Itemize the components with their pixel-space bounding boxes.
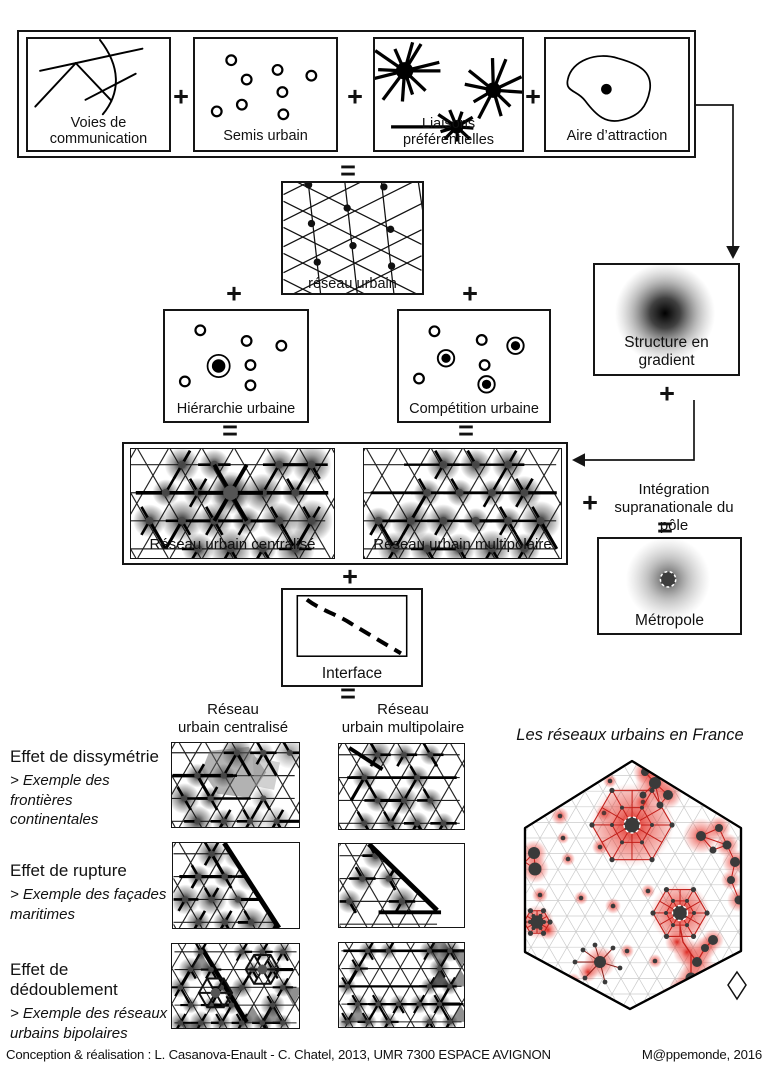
plus-operator: + <box>582 487 598 518</box>
effect-r2c2-network-icon <box>339 844 442 927</box>
effect-r1c2-network-icon <box>339 744 464 829</box>
multipolaire-box: Réseau urbain multipolaire <box>363 448 562 559</box>
gradient-blob-icon <box>614 265 716 364</box>
centralise-box: Réseau urbain centralisé <box>130 448 335 559</box>
france-map <box>523 759 747 1011</box>
semis-box: Semis urbain <box>193 37 338 152</box>
plus-operator: + <box>173 81 189 112</box>
aire-sketch-icon <box>566 55 652 122</box>
col-header-multipolaire: Réseau urbain multipolaire <box>341 701 465 736</box>
arrow-left-icon <box>572 453 585 467</box>
interface-box: Interface <box>281 588 423 687</box>
integration-label: Intégration supranationale du pôle <box>614 481 734 534</box>
plus-operator: + <box>525 81 541 112</box>
effect-r1c1-box <box>171 742 300 828</box>
plus-operator: + <box>347 81 363 112</box>
aire-box: Aire d’attraction <box>544 37 690 152</box>
plus-operator: + <box>342 561 358 592</box>
multipolaire-network-icon <box>364 449 561 558</box>
effect-r1c1-network-icon <box>172 743 299 827</box>
row-label-rupture: Effet de rupture > Exemple des façades ma… <box>10 861 167 923</box>
competition-box: Compétition urbaine <box>397 309 551 423</box>
effect-r2c1-network-icon <box>173 843 282 928</box>
effect-r3c1-network-icon <box>172 944 299 1028</box>
competition-sketch-icon <box>413 325 525 394</box>
gradient-box: Structure en gradient <box>593 263 740 376</box>
col-header-centralise: Réseau urbain centralisé <box>177 701 289 736</box>
interface-curve-icon <box>296 594 408 657</box>
voies-sketch-icon <box>34 39 144 116</box>
hierarchie-box: Hiérarchie urbaine <box>163 309 309 423</box>
voies-box: Voies de communication <box>26 37 171 152</box>
hierarchie-sketch-icon <box>178 324 288 392</box>
plus-operator: + <box>462 278 478 309</box>
effect-r2c2-box <box>338 843 465 928</box>
journal-text: M@ppemonde, 2016 <box>641 1047 762 1062</box>
equals-operator: = <box>657 512 673 543</box>
plus-operator: + <box>659 378 675 409</box>
reseau-urbain-box: réseau urbain <box>281 181 424 295</box>
liaisons-sketch-icon <box>375 41 522 142</box>
plus-operator: + <box>226 278 242 309</box>
equals-operator: = <box>458 415 474 446</box>
equals-operator: = <box>340 155 356 186</box>
effect-r2c1-box <box>172 842 300 929</box>
metropole-blob-icon <box>625 539 711 622</box>
centralise-network-icon <box>131 449 334 558</box>
effect-r1c2-box <box>338 743 465 830</box>
effect-r3c1-box <box>171 943 300 1029</box>
reseau-lattice-icon <box>283 183 422 293</box>
credit-text: Conception & réalisation : L. Casanova-E… <box>6 1047 551 1062</box>
effect-r3c2-box <box>338 942 465 1028</box>
arrow-down-icon <box>726 246 740 259</box>
effect-r3c2-network-icon <box>339 943 464 1027</box>
row-label-dissymetrie: Effet de dissymétrie > Exemple des front… <box>10 747 159 828</box>
row-label-dedoublement: Effet de dédoublement > Exemple des rése… <box>10 960 168 1042</box>
liaisons-box: Liaisons préférentielles <box>373 37 524 152</box>
semis-sketch-icon <box>210 54 318 121</box>
metropole-box: Métropole <box>597 537 742 635</box>
equals-operator: = <box>222 415 238 446</box>
equals-operator: = <box>340 678 356 709</box>
map-title: Les réseaux urbains en France <box>516 726 744 744</box>
